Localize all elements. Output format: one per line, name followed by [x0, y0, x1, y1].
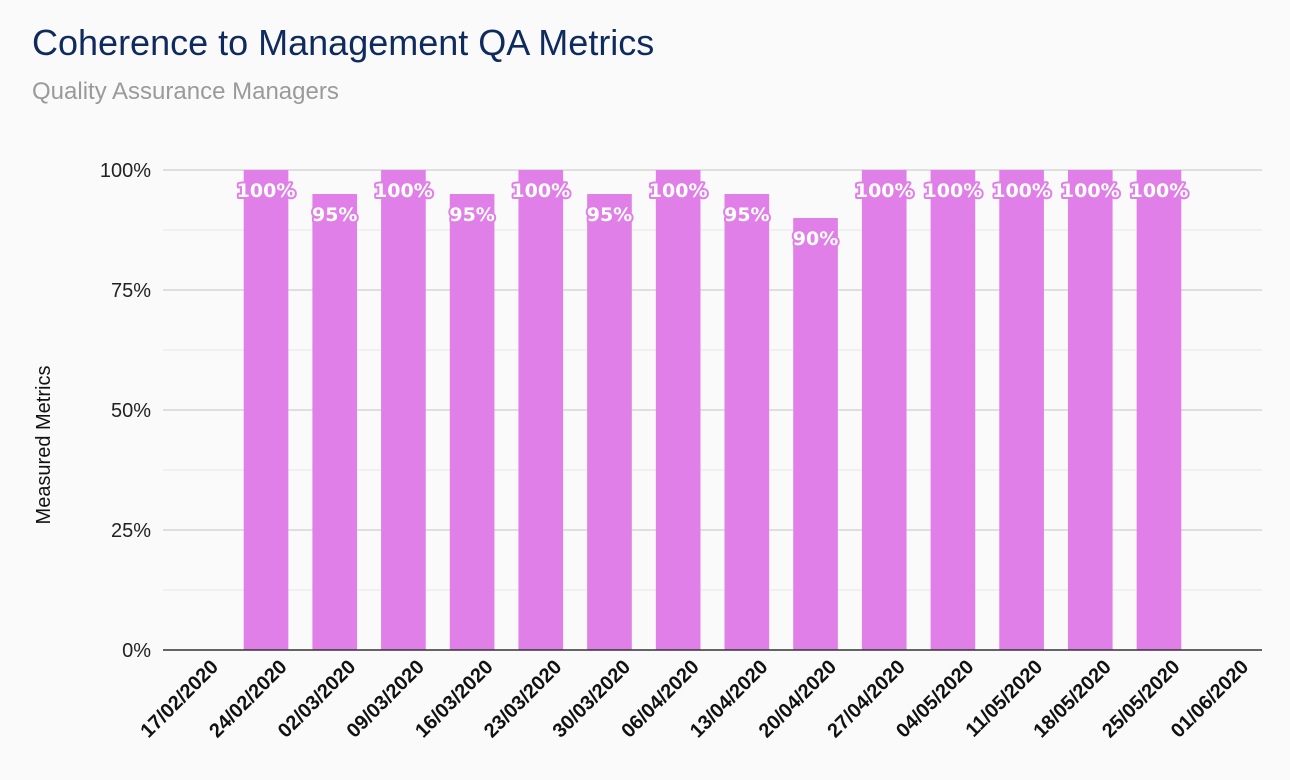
bar [724, 194, 770, 650]
bar [312, 194, 358, 650]
bar [1067, 170, 1113, 650]
chart-title: Coherence to Management QA Metrics [32, 22, 655, 63]
bar [449, 194, 495, 650]
bar-data-label: 100% [855, 180, 914, 202]
bar-data-label: 95% [449, 204, 494, 226]
y-tick-label: 25% [111, 520, 151, 542]
x-axis-ticks: 17/02/202024/02/202002/03/202009/03/2020… [137, 656, 1254, 742]
bar-data-label: 95% [587, 204, 632, 226]
bar [930, 170, 976, 650]
bar [655, 170, 701, 650]
bar-data-label: 100% [237, 180, 296, 202]
y-axis-label: Measured Metrics [33, 366, 55, 525]
bar [381, 170, 426, 650]
bar-data-label: 100% [992, 180, 1051, 202]
chart-subtitle: Quality Assurance Managers [32, 78, 339, 105]
bar [1136, 170, 1182, 650]
bar-data-label: 100% [511, 180, 570, 202]
bars [243, 170, 1182, 650]
bar-data-label: 90% [793, 228, 838, 250]
bar [518, 170, 564, 650]
bar-data-label: 100% [924, 180, 983, 202]
bar-data-label: 100% [1130, 180, 1189, 202]
bar-data-label: 100% [649, 180, 708, 202]
data-labels: 100% 95% 100% 95% 100% 95% 100% 95% 90% 100% 100% 1… [235, 178, 1191, 252]
y-tick-label: 100% [100, 160, 151, 182]
bar [999, 170, 1044, 650]
bar [793, 218, 838, 650]
y-tick-label: 50% [111, 400, 151, 422]
bar-data-label: 100% [374, 180, 433, 202]
bar-data-label: 100% [1061, 180, 1120, 202]
bar [861, 170, 907, 650]
bar-data-label: 95% [724, 204, 769, 226]
y-tick-label: 0% [122, 640, 151, 662]
bar [243, 170, 289, 650]
y-tick-label: 75% [111, 280, 151, 302]
bar [587, 194, 632, 650]
bar-data-label: 95% [312, 204, 357, 226]
y-axis-ticks: 0% 25% 50% 75% 100% [100, 160, 151, 662]
